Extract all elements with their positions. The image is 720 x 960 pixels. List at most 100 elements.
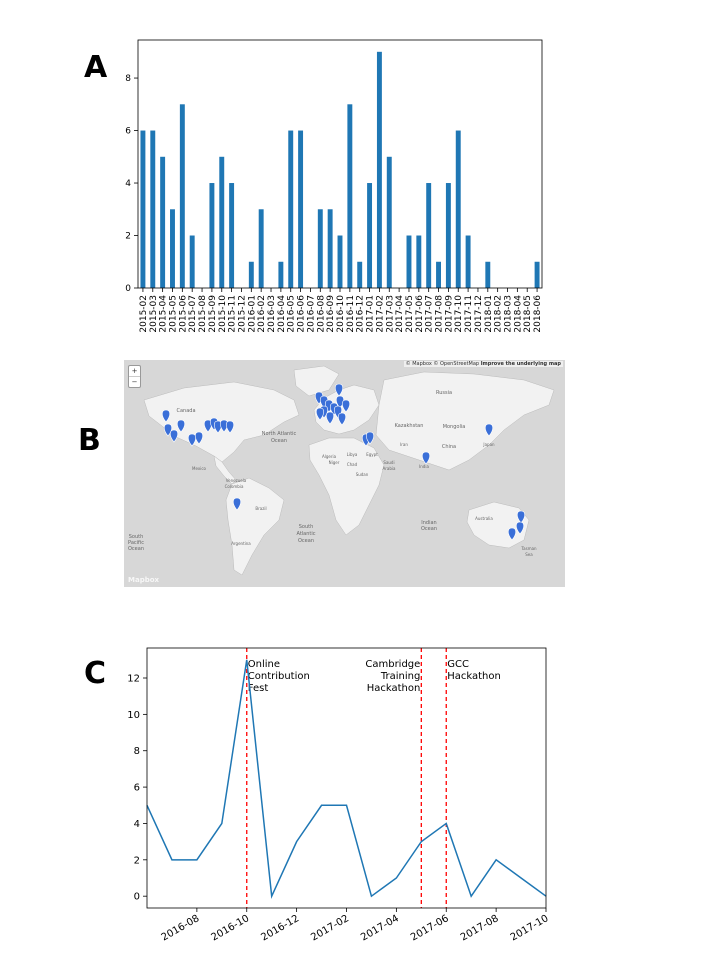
panel-letter-a: A [84, 50, 108, 85]
map-marker-icon[interactable] [337, 412, 347, 426]
x-tick-label: 2016-10 [210, 913, 252, 943]
map-marker-icon[interactable] [169, 429, 179, 443]
event-label: Contribution [248, 671, 310, 682]
x-tick-label: 2017-06 [415, 295, 425, 333]
map-marker-icon[interactable] [325, 411, 335, 425]
bar [278, 261, 284, 288]
event-label: Cambridge [365, 659, 420, 670]
y-tick-label: 0 [125, 284, 131, 294]
map-label: Chad [347, 462, 358, 467]
data-points [145, 658, 547, 898]
x-tick-label: 2017-12 [474, 295, 484, 333]
map-label: Atlantic [296, 531, 315, 537]
map-label: Indian [421, 520, 436, 526]
bar [248, 261, 254, 288]
event-label: Hackathon [447, 671, 501, 682]
x-tick-label: 2017-04 [395, 295, 405, 333]
x-tick-label: 2016-04 [277, 295, 287, 333]
x-tick-label: 2015-03 [149, 295, 159, 333]
map-marker-icon[interactable] [315, 407, 325, 421]
bar [189, 235, 195, 288]
x-tick-label: 2016-09 [326, 295, 336, 333]
bar [170, 209, 175, 288]
bar [347, 104, 353, 288]
y-tick-label: 6 [134, 783, 140, 794]
bar [160, 156, 166, 288]
bar [416, 235, 422, 288]
x-tick-label: 2016-01 [247, 295, 257, 333]
map-label: North Atlantic [262, 431, 297, 437]
x-tick-label: 2016-03 [267, 295, 277, 333]
map-marker-icon[interactable] [507, 527, 517, 541]
bar [337, 235, 343, 288]
x-tick-label: 2017-01 [366, 295, 376, 333]
map-attribution: © Mapbox © OpenStreetMap Improve the und… [403, 361, 563, 367]
x-tick-label: 2016-06 [297, 295, 307, 333]
map-marker-icon[interactable] [421, 451, 431, 465]
world-map[interactable]: Canada Mexico Venezuela Colombia Brazil Argen… [124, 360, 565, 587]
map-marker-icon[interactable] [365, 431, 375, 445]
map-label: South [129, 534, 144, 540]
map-marker-icon[interactable] [232, 497, 242, 511]
attribution-text: © Mapbox © OpenStreetMap [405, 361, 480, 367]
map-label: Libya [347, 452, 358, 457]
map-marker-icon[interactable] [341, 399, 351, 413]
improve-map-link[interactable]: Improve the underlying map [480, 361, 561, 367]
map-label: China [442, 444, 456, 450]
x-tick-label: 2018-03 [504, 295, 514, 333]
map-label: Russia [436, 390, 452, 396]
bar [455, 130, 461, 288]
zoom-out-button[interactable]: − [129, 376, 140, 387]
map-label: India [419, 464, 429, 469]
map-marker-icon[interactable] [484, 423, 494, 437]
bar [140, 130, 146, 288]
map-marker-icon[interactable] [161, 409, 171, 423]
map-marker-icon[interactable] [194, 431, 204, 445]
map-marker-icon[interactable] [176, 419, 186, 433]
y-tick-label: 2 [134, 855, 140, 866]
plot-frame [146, 647, 547, 909]
mapbox-logo: Mapbox [128, 576, 160, 584]
map-label: Venezuela [226, 478, 247, 483]
bar [209, 183, 215, 288]
series-line [146, 659, 547, 899]
map-label: Japan [482, 442, 495, 447]
event-label: Online [248, 659, 280, 670]
x-tick-label: 2017-02 [309, 913, 351, 943]
bar [406, 235, 412, 288]
map-label: Canada [176, 408, 195, 414]
x-tick-label: 2018-06 [533, 295, 543, 333]
x-tick-label: 2016-11 [346, 295, 356, 333]
bars [140, 51, 540, 288]
x-tick-label: 2015-08 [198, 295, 208, 333]
map-label: Iran [400, 442, 408, 447]
x-tick-label: 2015-09 [208, 295, 218, 333]
bar [485, 261, 491, 288]
x-tick-label: 2017-06 [409, 913, 451, 943]
map-marker-icon[interactable] [515, 521, 525, 535]
map-label: Pacific [128, 540, 144, 546]
x-tick-label: 2018-05 [523, 295, 533, 333]
map-marker-icon[interactable] [203, 419, 213, 433]
x-tick-label: 2018-01 [484, 295, 494, 333]
map-label: Mongolia [443, 424, 466, 430]
landmass [293, 365, 340, 397]
map-marker-icon[interactable] [187, 433, 197, 447]
x-tick-label: 2017-02 [375, 295, 385, 333]
x-tick-label: 2017-10 [454, 295, 464, 333]
bar [465, 235, 471, 288]
bar [288, 130, 294, 288]
zoom-in-button[interactable]: + [131, 367, 138, 375]
map-marker-icon[interactable] [225, 420, 235, 434]
line-chart: OnlineContributionFestCambridgeTrainingH… [127, 647, 551, 943]
map-marker-icon[interactable] [516, 510, 526, 524]
x-tick-label: 2017-09 [444, 295, 454, 333]
x-tick-label: 2015-02 [139, 295, 149, 333]
x-tick-label: 2017-05 [405, 295, 415, 333]
event-label: Training [380, 671, 420, 682]
map-marker-icon[interactable] [334, 383, 344, 397]
y-tick-label: 8 [134, 746, 140, 757]
y-tick-label: 2 [125, 232, 131, 242]
map-label: Kazakhstan [395, 423, 424, 429]
